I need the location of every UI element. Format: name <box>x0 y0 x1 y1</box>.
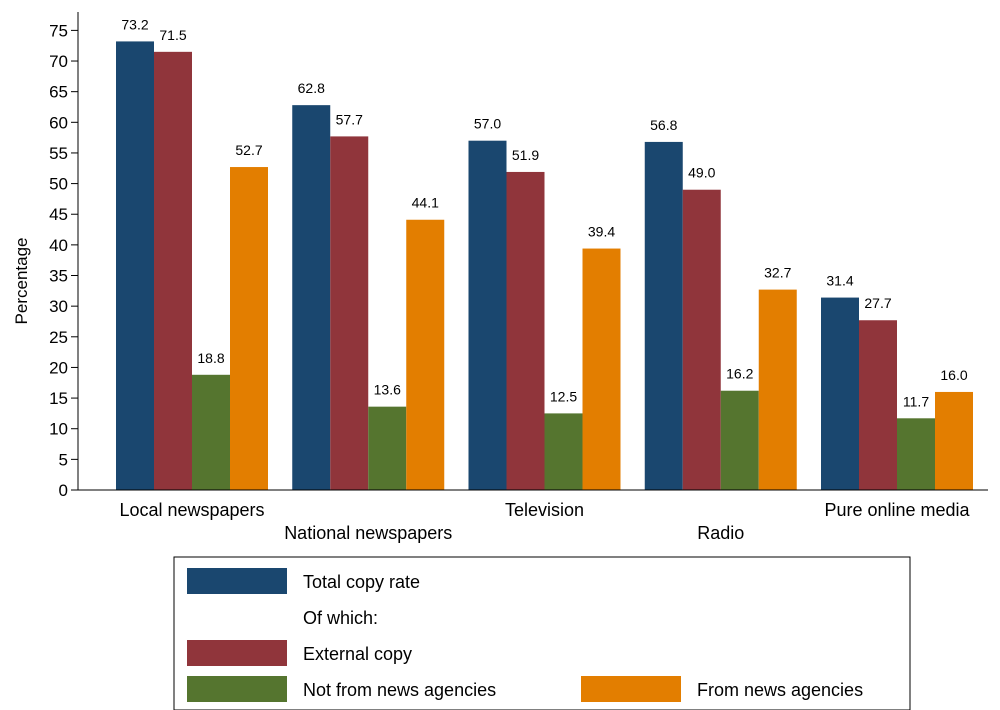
x-category-label: Local newspapers <box>119 500 264 520</box>
legend-swatch <box>187 568 287 594</box>
y-axis-title: Percentage <box>12 238 31 325</box>
data-label: 52.7 <box>235 142 262 158</box>
bar <box>582 248 621 490</box>
legend-box <box>173 556 911 710</box>
data-label: 57.7 <box>336 111 363 127</box>
bar <box>468 140 507 490</box>
x-category-label: National newspapers <box>284 523 452 543</box>
bar <box>758 289 797 490</box>
data-label: 12.5 <box>550 388 577 404</box>
y-tick-label: 0 <box>59 481 68 500</box>
bar <box>644 141 683 490</box>
bar <box>154 51 192 490</box>
data-label: 44.1 <box>412 195 439 211</box>
bar <box>406 219 445 490</box>
x-category-label: Pure online media <box>824 500 970 520</box>
bar <box>720 390 759 490</box>
data-label: 32.7 <box>764 265 791 281</box>
y-tick-label: 40 <box>49 236 68 255</box>
data-label: 16.0 <box>940 367 967 383</box>
legend: Total copy rate External copy Not from new… <box>173 556 911 710</box>
data-label: 57.0 <box>474 116 501 132</box>
y-tick-label: 15 <box>49 389 68 408</box>
bar <box>821 297 859 490</box>
bar <box>935 391 973 490</box>
y-tick-label: 35 <box>49 267 68 286</box>
bar <box>292 105 331 491</box>
bar <box>230 167 268 491</box>
legend-swatch <box>581 676 681 702</box>
y-tick-label: 10 <box>49 420 68 439</box>
x-axis: Local newspapers National newspapers Telev… <box>78 489 988 543</box>
legend-label: Total copy rate <box>303 572 420 592</box>
bar <box>192 374 230 490</box>
data-label: 18.8 <box>197 350 224 366</box>
bar <box>506 171 545 490</box>
bar <box>116 41 154 491</box>
y-axis: 0 5 10 15 20 25 30 35 40 45 50 55 60 65 70 75 Percentage <box>12 12 79 500</box>
data-label: 49.0 <box>688 165 715 181</box>
data-label: 56.8 <box>650 117 677 133</box>
bar <box>897 418 935 490</box>
legend-label: From news agencies <box>697 680 863 700</box>
y-tick-label: 20 <box>49 358 68 377</box>
y-tick-label: 5 <box>59 450 68 469</box>
data-label: 73.2 <box>121 16 148 32</box>
legend-label: Not from news agencies <box>303 680 496 700</box>
bars <box>116 41 973 491</box>
data-label: 16.2 <box>726 366 753 382</box>
data-label: 39.4 <box>588 224 615 240</box>
x-category-label: Television <box>505 500 584 520</box>
y-tick-label: 30 <box>49 297 68 316</box>
y-tick-label: 60 <box>49 113 68 132</box>
data-label: 31.4 <box>826 273 853 289</box>
bar <box>544 413 583 490</box>
bar <box>682 189 721 490</box>
y-tick-label: 55 <box>49 144 68 163</box>
y-tick-label: 50 <box>49 175 68 194</box>
data-label: 51.9 <box>512 147 539 163</box>
bar <box>368 406 407 490</box>
legend-subheading: Of which: <box>303 608 378 628</box>
y-tick-label: 70 <box>49 52 68 71</box>
data-label: 71.5 <box>159 27 186 43</box>
x-category-label: Radio <box>697 523 744 543</box>
y-tick-label: 25 <box>49 328 68 347</box>
bar <box>330 136 369 490</box>
y-tick-label: 65 <box>49 83 68 102</box>
bar <box>859 320 897 490</box>
data-label: 13.6 <box>374 382 401 398</box>
y-tick-label: 75 <box>49 21 68 40</box>
data-labels: 73.2 71.5 18.8 52.7 62.8 57.7 13.6 44.1 57.0 51.9… <box>121 16 967 409</box>
data-label: 62.8 <box>298 80 325 96</box>
y-tick-label: 45 <box>49 205 68 224</box>
legend-swatch <box>187 640 287 666</box>
data-label: 11.7 <box>903 393 929 409</box>
legend-swatch <box>187 676 287 702</box>
data-label: 27.7 <box>864 295 891 311</box>
legend-label: External copy <box>303 644 412 664</box>
